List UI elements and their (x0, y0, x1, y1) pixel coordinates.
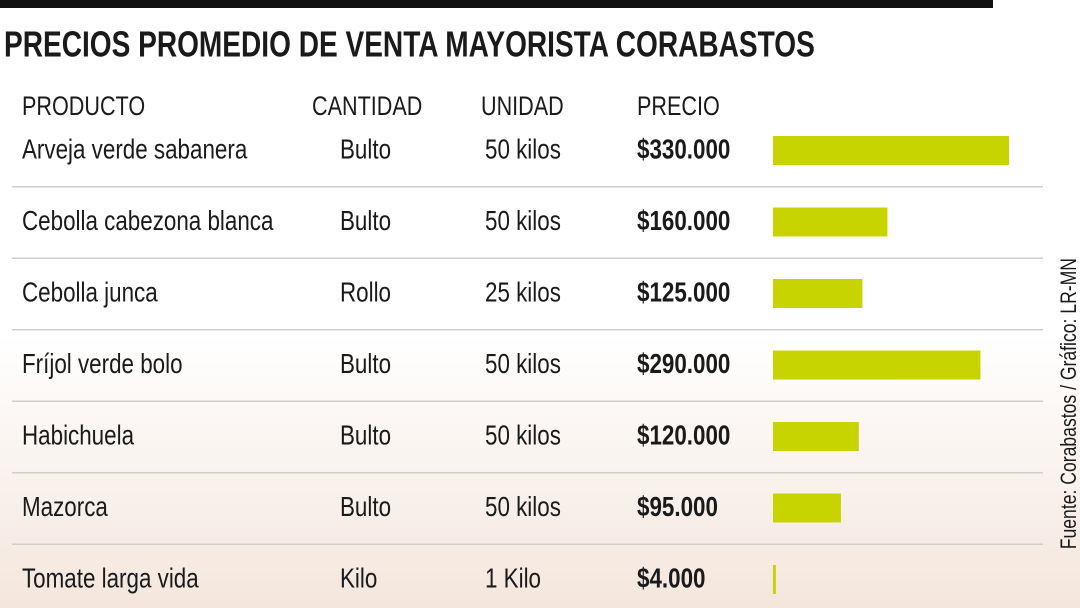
bar (773, 350, 981, 380)
product: Cebolla cabezona blanca (22, 206, 274, 237)
product: Arveja verde sabanera (22, 134, 248, 165)
chart-title: PRECIOS PROMEDIO DE VENTA MAYORISTA CORA… (4, 24, 815, 64)
price-label: $4.000 (637, 563, 705, 594)
column-header: CANTIDAD (312, 92, 422, 122)
unit: 50 kilos (485, 206, 561, 237)
price-label: $125.000 (637, 277, 730, 308)
unit: 25 kilos (485, 277, 561, 308)
column-header: PRECIO (637, 92, 720, 122)
price-label: $330.000 (637, 134, 730, 165)
product: Mazorca (22, 492, 109, 523)
product: Fríjol verde bolo (22, 349, 183, 380)
bar (773, 136, 1009, 165)
quantity: Bulto (340, 134, 391, 165)
unit: 50 kilos (485, 349, 561, 380)
product: Habichuela (22, 420, 135, 451)
bar (773, 493, 841, 523)
product: Cebolla junca (22, 277, 158, 308)
quantity: Rollo (340, 277, 391, 308)
price-label: $95.000 (637, 492, 718, 523)
top-rule (0, 0, 993, 8)
price-label: $290.000 (637, 349, 730, 380)
price-label: $160.000 (637, 206, 730, 237)
bar (773, 207, 888, 237)
bar (773, 422, 859, 451)
quantity: Bulto (340, 206, 391, 237)
bar (773, 279, 863, 308)
quantity: Bulto (340, 349, 391, 380)
quantity: Bulto (340, 420, 391, 451)
bar (773, 565, 776, 594)
column-header: UNIDAD (481, 92, 564, 122)
source: Fuente: Corabastos / Gráfico: LR-MN (1057, 258, 1080, 549)
quantity: Kilo (340, 563, 377, 594)
unit: 50 kilos (485, 420, 561, 451)
unit: 50 kilos (485, 492, 561, 523)
product: Tomate larga vida (22, 563, 200, 594)
unit: 50 kilos (485, 134, 561, 165)
unit: 1 Kilo (485, 563, 541, 594)
quantity: Bulto (340, 492, 391, 523)
column-header: PRODUCTO (22, 92, 145, 122)
price-label: $120.000 (637, 420, 730, 451)
